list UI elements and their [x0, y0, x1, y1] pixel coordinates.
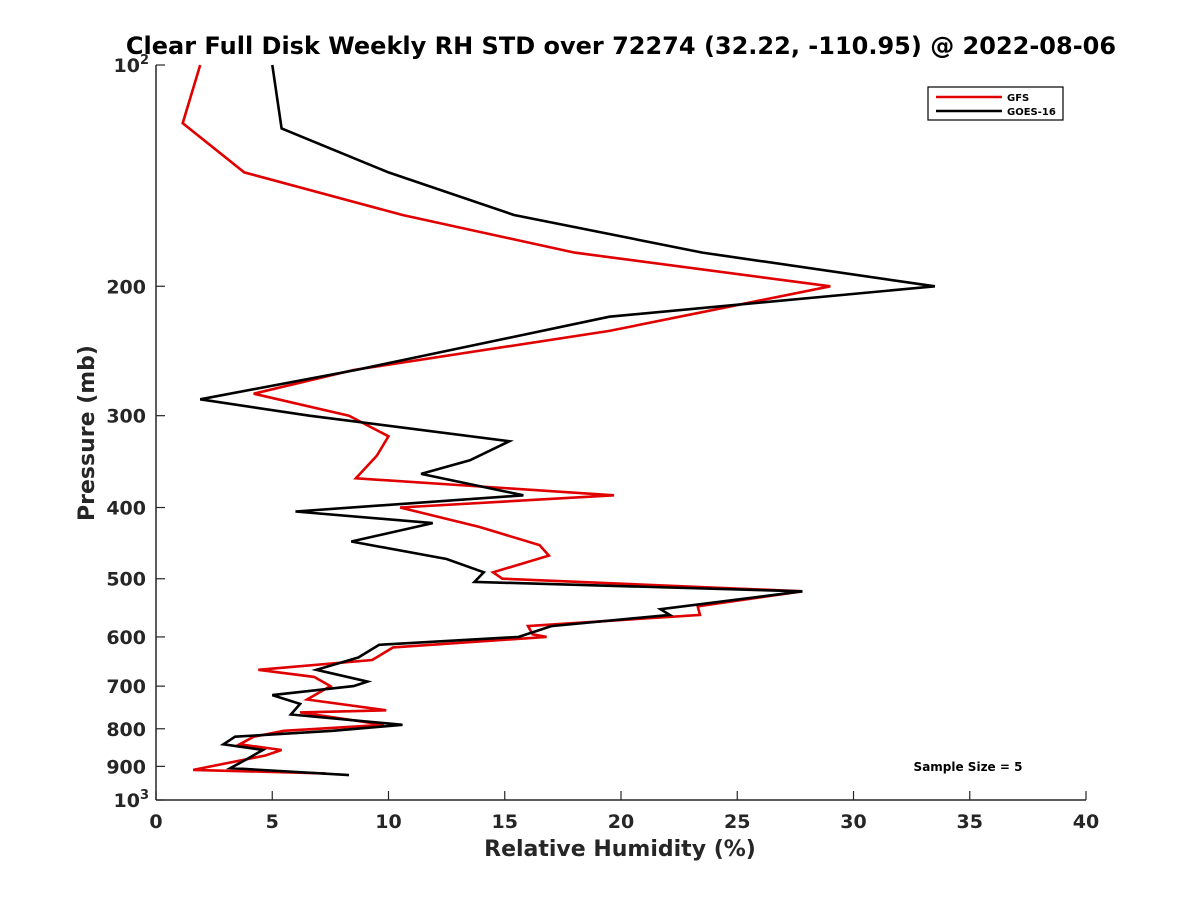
sample-size-annotation: Sample Size = 5 [914, 760, 1023, 774]
y-tick-label: 300 [106, 406, 146, 428]
x-tick-label: 20 [608, 811, 634, 833]
y-tick-exponent: 2 [140, 53, 149, 68]
y-tick-label: 700 [106, 676, 146, 698]
x-tick-label: 35 [957, 811, 983, 833]
x-tick-label: 5 [266, 811, 279, 833]
legend-label: GOES-16 [1007, 107, 1056, 118]
legend-box [927, 86, 1064, 121]
x-axis-label: Relative Humidity (%) [484, 837, 756, 862]
y-tick-label: 600 [106, 627, 146, 649]
y-tick-label: 800 [106, 719, 146, 741]
x-tick-label: 40 [1073, 811, 1099, 833]
series-line-gfs [181, 64, 831, 775]
y-axis-label: Pressure (mb) [75, 345, 100, 521]
y-tick-label: 200 [106, 276, 146, 298]
x-tick-label: 10 [375, 811, 401, 833]
series-line-goes-16 [199, 64, 936, 777]
y-tick-label: 400 [106, 498, 146, 520]
y-tick-label: 10 [114, 55, 140, 77]
x-tick-label: 30 [840, 811, 866, 833]
chart-title: Clear Full Disk Weekly RH STD over 72274… [126, 32, 1116, 60]
y-tick-label: 10 [114, 790, 140, 812]
y-tick-label: 500 [106, 569, 146, 591]
x-tick-label: 0 [149, 811, 162, 833]
legend: GFS GOES-16 [927, 86, 1064, 121]
legend-label: GFS [1007, 93, 1029, 104]
series-layer [181, 64, 936, 777]
x-tick-label: 15 [492, 811, 518, 833]
x-tick-label: 25 [724, 811, 750, 833]
plot-area: 0 5 10 15 20 25 30 35 40 10 220030040050060070080… [106, 53, 1099, 833]
x-axis-ticks: 0 5 10 15 20 25 30 35 40 [149, 791, 1099, 833]
y-tick-exponent: 3 [140, 788, 149, 803]
y-tick-label: 900 [106, 756, 146, 778]
